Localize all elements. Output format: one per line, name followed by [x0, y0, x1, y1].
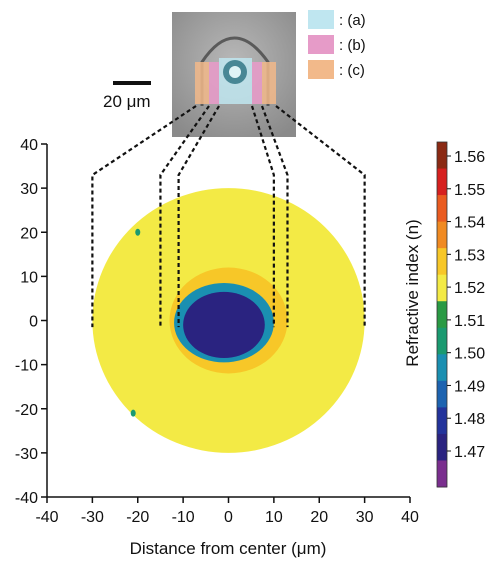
guide-line — [260, 105, 289, 328]
colorbar-swatch — [437, 327, 447, 355]
guide-line — [275, 105, 366, 328]
guide-line — [159, 105, 210, 328]
colorbar-swatch — [437, 221, 447, 249]
colorbar-frame — [436, 141, 448, 488]
colorbar-tick-label: 1.55 — [454, 182, 485, 199]
legend-swatch-c — [308, 60, 334, 79]
x-axis-ticks: -40 -30 -20 -10 0 10 20 30 40 — [35, 497, 419, 526]
inset-region-c-left — [195, 62, 209, 104]
map-region-core — [183, 291, 265, 359]
y-tick-label: -30 — [15, 446, 38, 463]
legend-label-b: : (b) — [339, 37, 366, 54]
y-tick-label: -20 — [15, 402, 38, 419]
inset-region-c-right — [262, 62, 276, 104]
colorbar-tick-label: 1.48 — [454, 411, 485, 428]
guide-line — [91, 105, 197, 328]
x-tick-label: 30 — [356, 509, 374, 526]
y-axis-ticks: 40 30 20 10 0 -10 -20 -30 -40 — [15, 137, 47, 507]
y-tick-label: -40 — [15, 490, 38, 507]
guide-line — [250, 105, 275, 328]
x-tick-label: -20 — [126, 509, 149, 526]
y-tick-label: 0 — [29, 314, 38, 331]
inset-cell-highlight — [229, 66, 241, 78]
colorbar-tick-label: 1.52 — [454, 280, 485, 297]
inset-legend: : (a) : (b) : (c) — [308, 10, 366, 79]
colorbar-swatch — [437, 460, 447, 488]
colorbar-swatch — [437, 407, 447, 435]
refractive-index-map — [92, 188, 365, 453]
x-tick-label: -40 — [35, 509, 58, 526]
y-tick-label: 10 — [20, 269, 38, 286]
inset-region-b-right — [252, 62, 262, 104]
colorbar-swatch — [437, 142, 447, 170]
x-tick-label: 40 — [401, 509, 419, 526]
map-spot — [130, 409, 136, 417]
y-tick-label: 20 — [20, 225, 38, 242]
y-tick-label: -10 — [15, 358, 38, 375]
legend-label-a: : (a) — [339, 12, 366, 29]
colorbar-tick-label: 1.53 — [454, 247, 485, 264]
colorbar: 1.56 1.55 1.54 1.53 1.52 1.51 1.50 1.49 1.48 1.47 — [436, 141, 485, 488]
colorbar-swatch — [437, 274, 447, 302]
colorbar-title: Refractive index (n) — [403, 219, 422, 366]
legend-label-c: : (c) — [339, 62, 365, 79]
colorbar-swatch — [437, 380, 447, 408]
colorbar-swatch — [437, 354, 447, 382]
guide-lines — [91, 105, 366, 328]
colorbar-swatch — [437, 248, 447, 276]
x-tick-label: -10 — [172, 509, 195, 526]
colorbar-tick-label: 1.47 — [454, 444, 485, 461]
colorbar-tick-label: 1.56 — [454, 149, 485, 166]
map-spot — [135, 228, 141, 236]
y-tick-label: 40 — [20, 137, 38, 154]
colorbar-swatch — [437, 195, 447, 223]
colorbar-tick-label: 1.50 — [454, 346, 485, 363]
colorbar-swatch — [437, 301, 447, 329]
colorbar-tick-label: 1.54 — [454, 215, 485, 232]
colorbar-swatch — [437, 168, 447, 196]
colorbar-tick-label: 1.49 — [454, 378, 485, 395]
x-tick-label: 10 — [265, 509, 283, 526]
inset-scale-label: 20 μm — [103, 92, 151, 111]
guide-line — [177, 105, 220, 328]
y-tick-label: 30 — [20, 181, 38, 198]
x-tick-label: 20 — [310, 509, 328, 526]
legend-swatch-a — [308, 10, 334, 29]
inset-arch — [200, 36, 270, 106]
inset-region-b-left — [209, 62, 219, 104]
colorbar-swatch — [437, 433, 447, 461]
colorbar-tick-label: 1.51 — [454, 313, 485, 330]
legend-swatch-b — [308, 35, 334, 54]
x-tick-label: -30 — [81, 509, 104, 526]
inset: 20 μm — [103, 12, 296, 137]
x-axis-title: Distance from center (μm) — [130, 539, 327, 558]
x-tick-label: 0 — [224, 509, 233, 526]
